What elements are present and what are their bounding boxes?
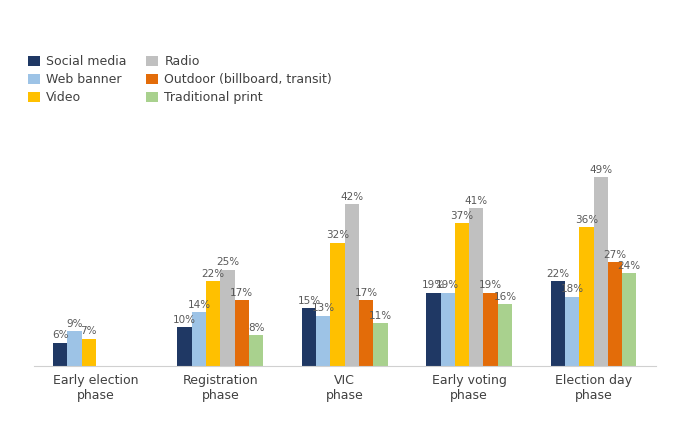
Text: 10%: 10% xyxy=(173,315,196,325)
Bar xyxy=(373,323,387,366)
Text: 37%: 37% xyxy=(450,211,474,221)
Bar xyxy=(68,331,82,366)
Text: 41%: 41% xyxy=(464,196,488,206)
Text: 18%: 18% xyxy=(560,284,583,294)
Text: 8%: 8% xyxy=(248,322,264,333)
Bar xyxy=(206,281,220,366)
Text: 24%: 24% xyxy=(618,261,641,271)
Bar xyxy=(455,223,469,366)
Text: 13%: 13% xyxy=(312,303,335,314)
Text: 32%: 32% xyxy=(326,231,349,240)
Text: 14%: 14% xyxy=(187,300,210,310)
Bar xyxy=(441,293,455,366)
Bar xyxy=(594,178,608,366)
Text: 19%: 19% xyxy=(479,281,502,290)
Bar xyxy=(565,297,579,366)
Bar xyxy=(302,308,316,366)
Bar xyxy=(579,227,594,366)
Text: 17%: 17% xyxy=(355,288,378,298)
Text: 17%: 17% xyxy=(231,288,254,298)
Text: 16%: 16% xyxy=(493,292,516,302)
Bar xyxy=(331,243,345,366)
Text: 49%: 49% xyxy=(589,165,612,175)
Bar xyxy=(235,300,249,366)
Text: 11%: 11% xyxy=(369,311,392,321)
Bar xyxy=(53,343,68,366)
Text: 22%: 22% xyxy=(546,269,569,279)
Bar xyxy=(178,327,192,366)
Bar xyxy=(608,262,622,366)
Bar xyxy=(551,281,565,366)
Text: 19%: 19% xyxy=(436,281,459,290)
Text: 36%: 36% xyxy=(575,215,598,225)
Bar xyxy=(483,293,498,366)
Text: 19%: 19% xyxy=(422,281,445,290)
Text: 7%: 7% xyxy=(80,326,97,336)
Text: 27%: 27% xyxy=(604,250,627,260)
Text: 25%: 25% xyxy=(216,257,239,267)
Bar xyxy=(220,269,235,366)
Text: 42%: 42% xyxy=(340,192,364,202)
Text: 22%: 22% xyxy=(201,269,225,279)
Text: 9%: 9% xyxy=(66,319,82,329)
Bar xyxy=(192,312,206,366)
Bar xyxy=(249,335,263,366)
Bar xyxy=(359,300,373,366)
Bar xyxy=(345,204,359,366)
Bar xyxy=(427,293,441,366)
Legend: Social media, Web banner, Video, Radio, Outdoor (billboard, transit), Traditiona: Social media, Web banner, Video, Radio, … xyxy=(28,55,332,104)
Bar xyxy=(622,273,636,366)
Text: 15%: 15% xyxy=(297,296,320,306)
Bar xyxy=(316,316,331,366)
Bar xyxy=(469,208,483,366)
Bar xyxy=(498,304,512,366)
Text: 6%: 6% xyxy=(52,330,68,340)
Bar xyxy=(82,339,96,366)
